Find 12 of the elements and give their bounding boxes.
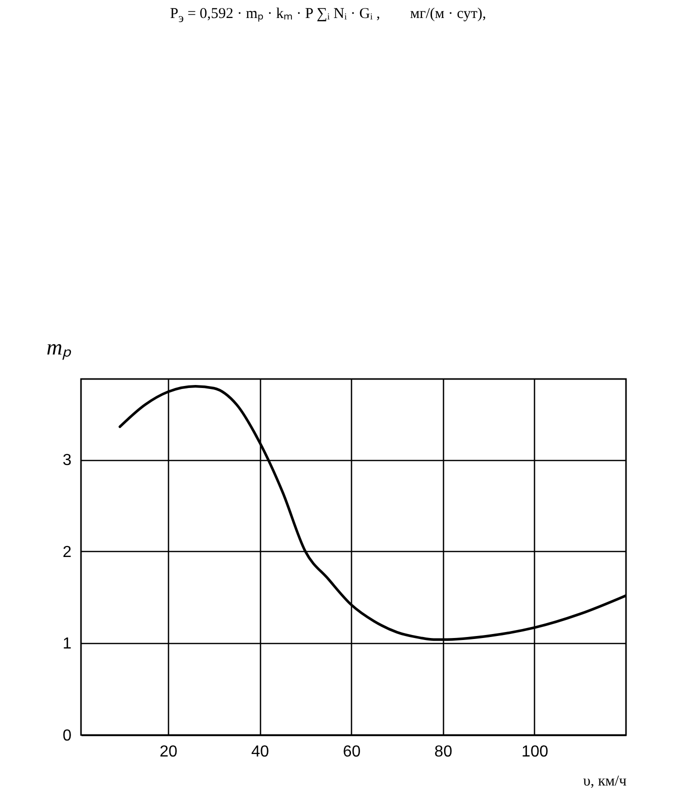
text: P$_{э}$ = 0,592 · mₚ · kₘ · P ∑ᵢ Nᵢ · Gᵢ , мг/(м · сут), bbox=[170, 5, 486, 26]
x-tick-label: 80 bbox=[434, 744, 452, 760]
y-tick-label: 2 bbox=[62, 544, 72, 561]
y-tick-label: 3 bbox=[62, 452, 72, 470]
y-tick-label: 0 bbox=[62, 728, 72, 744]
y-axis-title: mₚ bbox=[46, 334, 72, 360]
x-tick-label: 20 bbox=[160, 744, 178, 760]
y-tick-label: 1 bbox=[62, 636, 72, 653]
x-tick-label: 100 bbox=[522, 744, 548, 760]
x-tick-label: 40 bbox=[251, 744, 270, 760]
x-axis-title: υ, км/ч bbox=[583, 774, 627, 790]
x-tick-label: 60 bbox=[342, 744, 361, 760]
